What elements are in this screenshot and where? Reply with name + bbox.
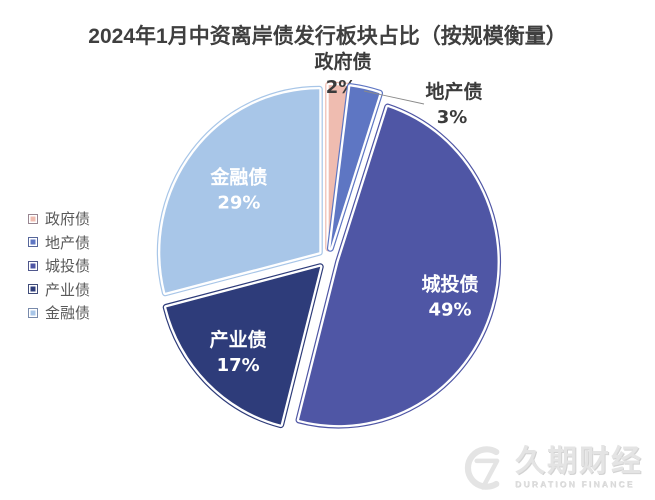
watermark: 久期财经 DURATION FINANCE bbox=[455, 444, 643, 492]
legend-marker bbox=[28, 237, 38, 248]
brand-logo-icon bbox=[464, 446, 500, 490]
legend-marker bbox=[28, 260, 38, 271]
legend-label: 金融债 bbox=[45, 305, 91, 323]
slice-label-pct: 17% bbox=[217, 355, 260, 376]
legend: 政府债地产债城投债产业债金融债 bbox=[28, 207, 90, 325]
pie-slice[interactable] bbox=[160, 89, 320, 293]
slice-label-name: 城投债 bbox=[422, 272, 479, 295]
legend-item[interactable]: 政府债 bbox=[28, 207, 90, 231]
slice-label-name: 政府债 bbox=[314, 50, 371, 73]
watermark-subtitle: DURATION FINANCE bbox=[515, 479, 635, 490]
legend-label: 地产债 bbox=[45, 234, 91, 252]
label-leader-line bbox=[363, 90, 425, 105]
pie-slice[interactable] bbox=[166, 266, 321, 425]
legend-item[interactable]: 城投债 bbox=[28, 254, 90, 278]
legend-label: 产业债 bbox=[45, 281, 91, 299]
chart-title: 2024年1月中资离岸债发行板块占比（按规模衡量） bbox=[88, 25, 567, 48]
watermark-text: 久期财经 DURATION FINANCE bbox=[515, 447, 643, 489]
watermark-name: 久期财经 bbox=[515, 445, 643, 479]
slice-label-pct: 49% bbox=[428, 299, 471, 320]
legend-item[interactable]: 金融债 bbox=[28, 301, 90, 325]
slice-label-name: 地产债 bbox=[425, 80, 482, 103]
legend-label: 城投债 bbox=[45, 258, 91, 276]
legend-item[interactable]: 地产债 bbox=[28, 231, 90, 255]
slice-label-pct: 3% bbox=[437, 107, 468, 128]
legend-marker bbox=[28, 307, 38, 318]
slice-label-pct: 29% bbox=[217, 192, 260, 213]
legend-marker bbox=[28, 284, 38, 295]
legend-label: 政府债 bbox=[45, 211, 91, 229]
slice-label-name: 产业债 bbox=[210, 328, 267, 351]
slice-label-name: 金融债 bbox=[209, 165, 267, 188]
legend-item[interactable]: 产业债 bbox=[28, 278, 90, 302]
pie-slice[interactable] bbox=[330, 86, 380, 249]
pie-slice[interactable] bbox=[299, 107, 498, 426]
legend-marker bbox=[28, 213, 38, 224]
